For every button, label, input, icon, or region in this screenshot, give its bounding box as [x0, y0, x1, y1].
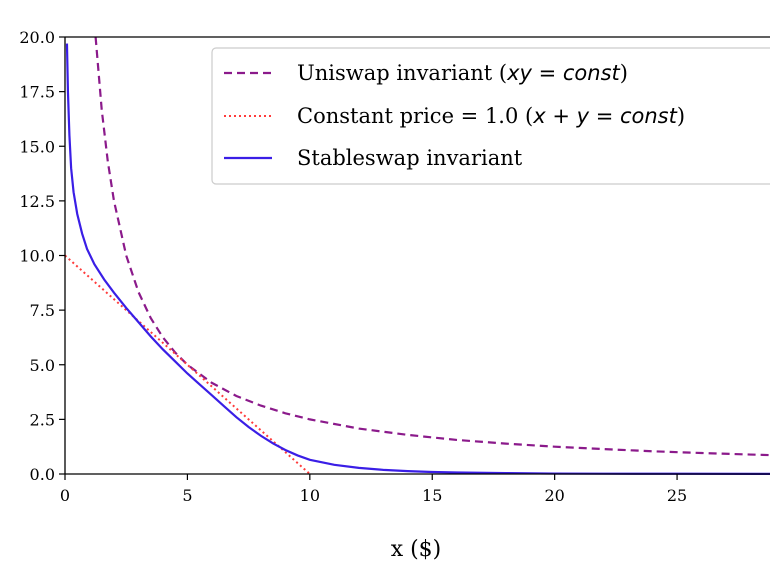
y-tick-label: 2.5	[30, 410, 55, 429]
y-tick-label: 20.0	[19, 28, 55, 47]
series-line-3	[65, 43, 770, 475]
series-line-1	[94, 36, 770, 457]
y-tick-label: 12.5	[19, 192, 55, 211]
y-tick-label: 7.5	[30, 301, 55, 320]
y-tick-label: 10.0	[19, 247, 55, 266]
legend-label-3: Stableswap invariant	[297, 146, 523, 170]
ticks-layer: 0 5 10 15 20 25 0.0 2.5 5.0 7.5 10.0 12.5 15.0 17.5 20…	[19, 28, 687, 505]
plot-area: 0 5 10 15 20 25 0.0 2.5 5.0 7.5 10.0 12.5 15.0 17.5 20…	[19, 28, 770, 505]
x-axis-label: x ($)	[391, 537, 442, 562]
series-line-2	[64, 254, 311, 475]
x-tick-label: 0	[60, 486, 70, 505]
x-tick-label: 5	[182, 486, 192, 505]
legend-label-2: Constant price = 1.0 (x + y = const)	[297, 104, 685, 128]
y-tick-label: 17.5	[19, 83, 55, 102]
y-tick-label: 0.0	[30, 465, 55, 484]
legend-box	[211, 47, 770, 185]
legend-label-1: Uniswap invariant (xy = const)	[297, 61, 628, 85]
x-tick-label: 15	[422, 486, 442, 505]
legend: Uniswap invariant (xy = const) Constant p…	[211, 47, 770, 185]
y-tick-label: 15.0	[19, 137, 55, 156]
x-tick-label: 10	[300, 486, 320, 505]
x-tick-label: 25	[667, 486, 687, 505]
y-tick-label: 5.0	[30, 356, 55, 375]
x-tick-label: 20	[544, 486, 564, 505]
series-layer	[64, 36, 770, 475]
